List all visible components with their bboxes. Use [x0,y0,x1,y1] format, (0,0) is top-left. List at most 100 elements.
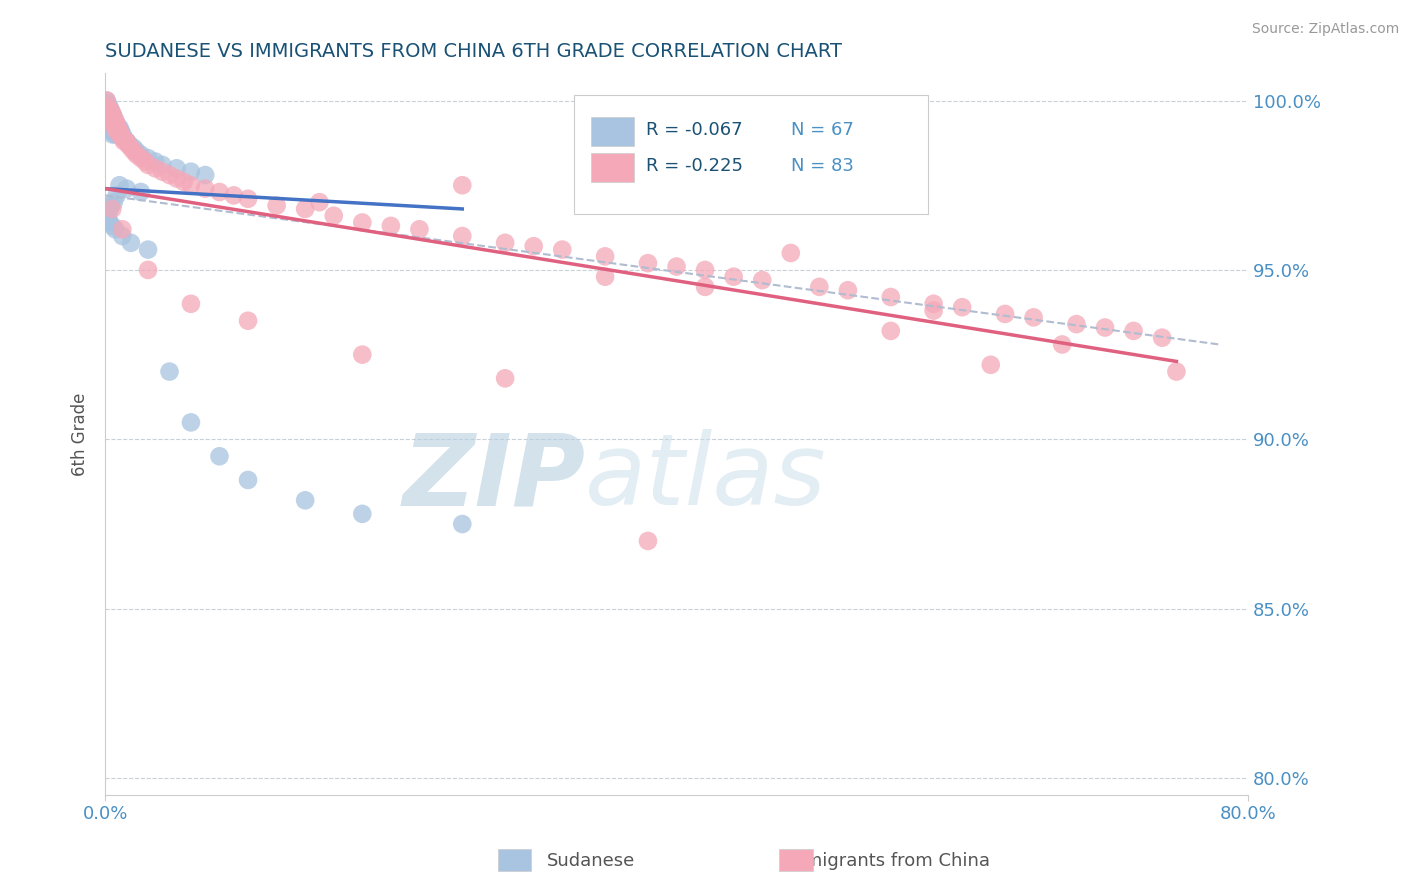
Point [103,124,125,138]
Point [104,120,127,135]
Point [880,290,903,304]
Point [451,229,474,244]
Point [101,128,124,142]
Point [980,358,1002,372]
Point [104,120,127,135]
Point [451,178,474,193]
Point [105,124,128,138]
Point [108,124,131,138]
Point [129,185,152,199]
Point [166,161,188,176]
Point [103,111,125,125]
Point [880,324,903,338]
Text: Immigrants from China: Immigrants from China [782,852,990,870]
Point [665,260,688,274]
Point [352,348,374,362]
Text: SUDANESE VS IMMIGRANTS FROM CHINA 6TH GRADE CORRELATION CHART: SUDANESE VS IMMIGRANTS FROM CHINA 6TH GR… [105,42,842,61]
Point [308,195,330,210]
Point [779,246,801,260]
Point [120,235,142,250]
Point [1166,365,1188,379]
Point [523,239,546,253]
Point [150,164,173,178]
Point [494,371,516,385]
Point [637,256,659,270]
Point [159,365,181,379]
Point [100,103,122,118]
Point [136,243,159,257]
Text: atlas: atlas [585,429,827,526]
Point [1152,331,1174,345]
Point [105,188,128,202]
Point [108,120,131,135]
Point [159,168,181,182]
Point [97,212,120,227]
Point [994,307,1017,321]
Point [108,178,131,193]
Point [380,219,402,233]
Point [294,493,316,508]
Point [352,507,374,521]
Point [180,416,202,430]
Point [150,158,173,172]
Point [110,128,132,142]
Point [96,100,118,114]
Point [236,473,259,487]
Point [451,516,474,531]
Point [950,300,973,314]
Point [236,314,259,328]
Point [105,117,128,131]
Point [120,141,142,155]
Point [104,222,127,236]
Point [104,113,127,128]
Point [125,147,148,161]
Point [97,117,120,131]
Text: Sudanese: Sudanese [547,852,634,870]
Point [107,120,129,135]
Point [1022,310,1045,325]
Point [693,280,716,294]
Point [97,103,120,118]
Point [115,181,138,195]
Point [922,303,945,318]
Point [236,192,259,206]
Point [101,219,124,233]
Point [100,111,122,125]
Point [408,222,430,236]
Point [98,107,121,121]
Point [101,120,124,135]
Point [136,263,159,277]
Point [97,205,120,219]
Text: N = 67: N = 67 [790,120,853,139]
Point [96,94,118,108]
Point [922,297,945,311]
Point [110,124,132,138]
Point [105,117,128,131]
Point [129,151,152,165]
Point [134,154,156,169]
Point [173,175,195,189]
Point [136,151,159,165]
Point [104,113,127,128]
Point [637,533,659,548]
Point [97,97,120,112]
Point [593,269,616,284]
Point [808,280,831,294]
Point [129,147,152,161]
Point [1122,324,1144,338]
Point [111,130,134,145]
Point [103,195,125,210]
Point [108,128,131,142]
Point [194,168,217,182]
Point [96,107,118,121]
Point [693,263,716,277]
Point [751,273,773,287]
Point [103,111,125,125]
Point [208,185,231,199]
Point [593,249,616,263]
Text: R = -0.225: R = -0.225 [645,157,742,175]
Point [551,243,574,257]
Point [117,137,139,152]
Point [107,128,129,142]
Point [101,107,124,121]
